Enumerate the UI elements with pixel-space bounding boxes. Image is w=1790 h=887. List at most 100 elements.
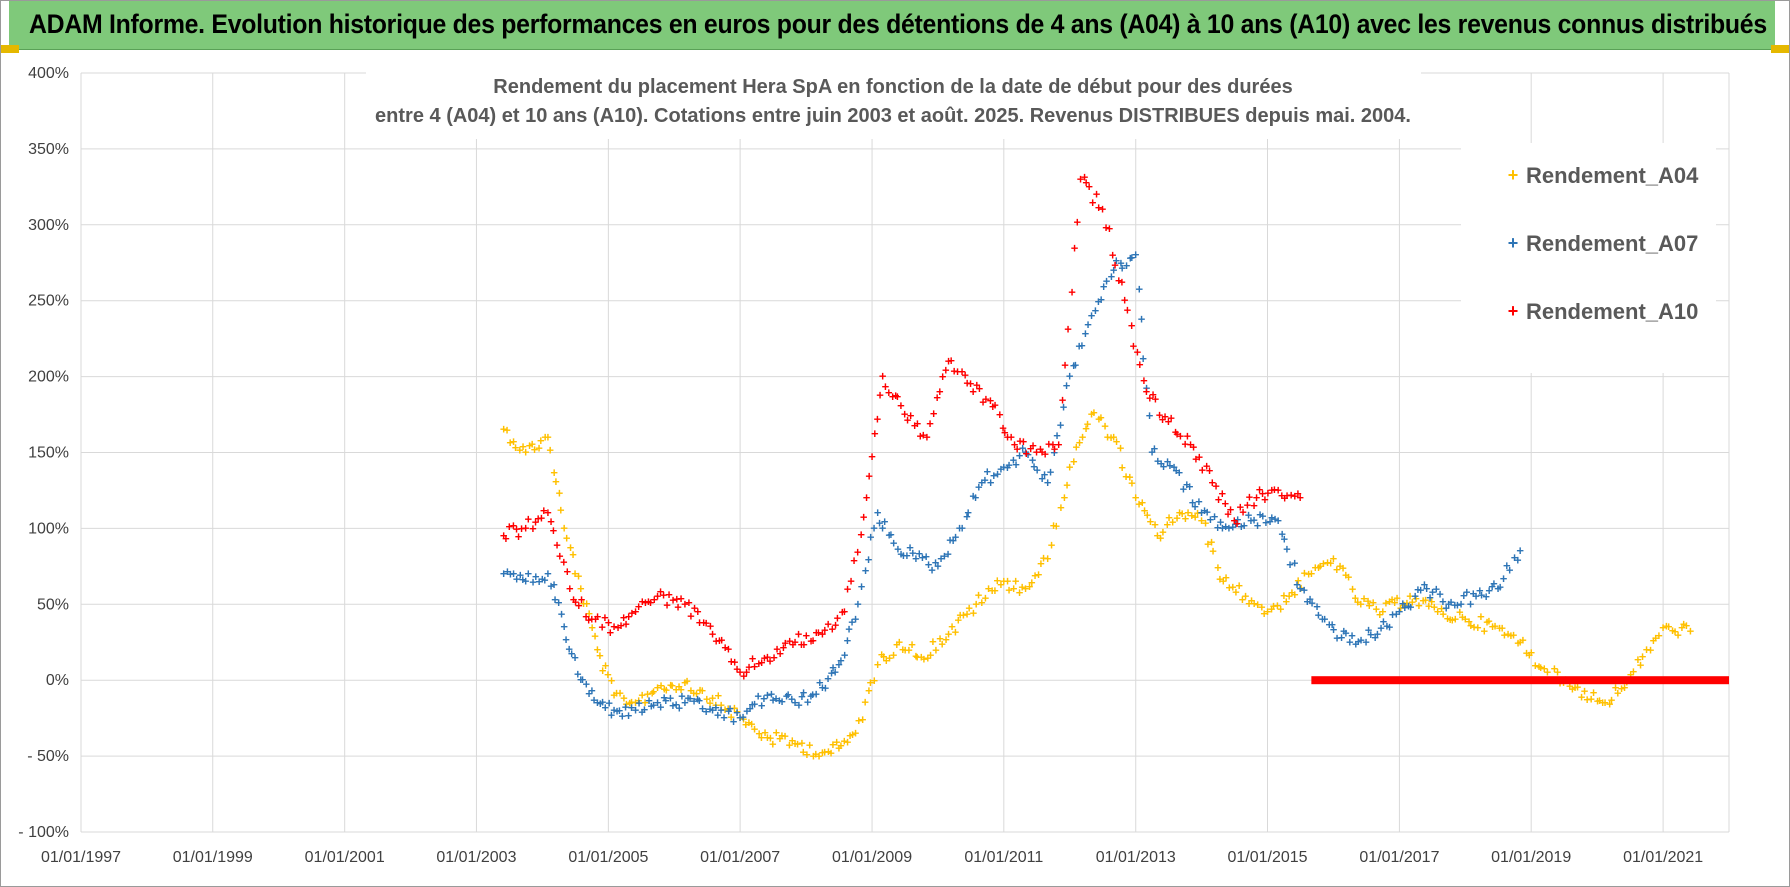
interpolated-point: + xyxy=(1283,594,1291,609)
interpolated-point: + xyxy=(778,728,786,743)
interpolated-point: + xyxy=(1082,326,1090,341)
interpolated-point: + xyxy=(1669,623,1677,638)
data-point: + xyxy=(1621,680,1629,695)
interpolated-point: + xyxy=(878,647,886,662)
interpolated-point: + xyxy=(1068,285,1076,300)
interpolated-point: + xyxy=(528,436,536,451)
interpolated-point: + xyxy=(809,687,817,702)
interpolated-point: + xyxy=(1113,434,1121,449)
interpolated-point: + xyxy=(761,651,769,666)
data-point: + xyxy=(1274,513,1282,528)
y-tick-label: 350% xyxy=(28,141,69,158)
interpolated-point: + xyxy=(1172,425,1180,440)
interpolated-point: + xyxy=(982,591,990,606)
interpolated-point: + xyxy=(1478,587,1486,602)
interpolated-point: + xyxy=(727,709,735,724)
interpolated-point: + xyxy=(1041,467,1049,482)
data-point: + xyxy=(610,687,618,702)
interpolated-point: + xyxy=(1229,579,1237,594)
data-point: + xyxy=(681,695,689,710)
interpolated-point: + xyxy=(1013,442,1021,457)
interpolated-point: + xyxy=(1281,532,1289,547)
interpolated-point: + xyxy=(1485,583,1493,598)
interpolated-point: + xyxy=(1100,279,1108,294)
data-point: + xyxy=(681,596,689,611)
interpolated-point: + xyxy=(534,511,542,526)
interpolated-point: + xyxy=(1428,594,1436,609)
data-point: + xyxy=(852,725,860,740)
interpolated-point: + xyxy=(815,749,823,764)
interpolated-point: + xyxy=(776,693,784,708)
interpolated-point: + xyxy=(806,738,814,753)
interpolated-point: + xyxy=(1382,595,1390,610)
data-point: + xyxy=(736,710,744,725)
interpolated-point: + xyxy=(502,531,510,546)
interpolated-point: + xyxy=(942,632,950,647)
interpolated-point: + xyxy=(1457,597,1465,612)
interpolated-point: + xyxy=(844,582,852,597)
data-point: + xyxy=(1121,293,1129,308)
interpolated-point: + xyxy=(1587,692,1595,707)
interpolated-point: + xyxy=(1029,453,1037,468)
data-point: + xyxy=(791,634,799,649)
interpolated-point: + xyxy=(837,738,845,753)
data-point: + xyxy=(1242,589,1250,604)
interpolated-point: + xyxy=(751,659,759,674)
x-tick-label: 01/01/2005 xyxy=(568,849,648,866)
interpolated-point: + xyxy=(1336,558,1344,573)
interpolated-point: + xyxy=(506,519,514,534)
interpolated-point: + xyxy=(1308,595,1316,610)
data-point: + xyxy=(841,604,849,619)
interpolated-point: + xyxy=(539,571,547,586)
interpolated-point: + xyxy=(900,548,908,563)
interpolated-point: + xyxy=(650,684,658,699)
interpolated-point: + xyxy=(965,601,973,616)
interpolated-point: + xyxy=(1244,498,1252,513)
interpolated-point: + xyxy=(1674,628,1682,643)
data-point: + xyxy=(1099,202,1107,217)
interpolated-point: + xyxy=(1074,214,1082,229)
data-point: + xyxy=(736,710,744,725)
interpolated-point: + xyxy=(894,542,902,557)
interpolated-point: + xyxy=(1004,460,1012,475)
interpolated-point: + xyxy=(532,514,540,529)
interpolated-point: + xyxy=(1470,586,1478,601)
interpolated-point: + xyxy=(933,390,941,405)
interpolated-point: + xyxy=(1166,458,1174,473)
interpolated-point: + xyxy=(1138,312,1146,327)
interpolated-point: + xyxy=(720,710,728,725)
interpolated-point: + xyxy=(1082,175,1090,190)
interpolated-point: + xyxy=(1214,520,1222,535)
interpolated-point: + xyxy=(886,650,894,665)
interpolated-point: + xyxy=(635,693,643,708)
interpolated-point: + xyxy=(1188,508,1196,523)
interpolated-point: + xyxy=(619,708,627,723)
interpolated-point: + xyxy=(1639,649,1647,664)
interpolated-point: + xyxy=(880,649,888,664)
interpolated-point: + xyxy=(1224,507,1232,522)
interpolated-point: + xyxy=(1063,477,1071,492)
interpolated-point: + xyxy=(585,686,593,701)
interpolated-point: + xyxy=(924,651,932,666)
interpolated-point: + xyxy=(683,673,691,688)
interpolated-point: + xyxy=(1245,596,1253,611)
interpolated-point: + xyxy=(1491,619,1499,634)
data-point: + xyxy=(764,687,772,702)
interpolated-point: + xyxy=(1103,274,1111,289)
interpolated-point: + xyxy=(1040,550,1048,565)
interpolated-point: + xyxy=(1348,628,1356,643)
interpolated-point: + xyxy=(1476,583,1484,598)
data-point: + xyxy=(1274,482,1282,497)
interpolated-point: + xyxy=(758,698,766,713)
interpolated-point: + xyxy=(981,473,989,488)
x-tick-label: 01/01/2009 xyxy=(832,849,912,866)
interpolated-point: + xyxy=(1608,692,1616,707)
interpolated-point: + xyxy=(731,701,739,716)
interpolated-point: + xyxy=(599,663,607,678)
interpolated-point: + xyxy=(1393,590,1401,605)
data-point: + xyxy=(1687,624,1695,639)
interpolated-point: + xyxy=(1364,594,1372,609)
interpolated-point: + xyxy=(1627,667,1635,682)
interpolated-point: + xyxy=(1070,358,1078,373)
interpolated-point: + xyxy=(717,702,725,717)
